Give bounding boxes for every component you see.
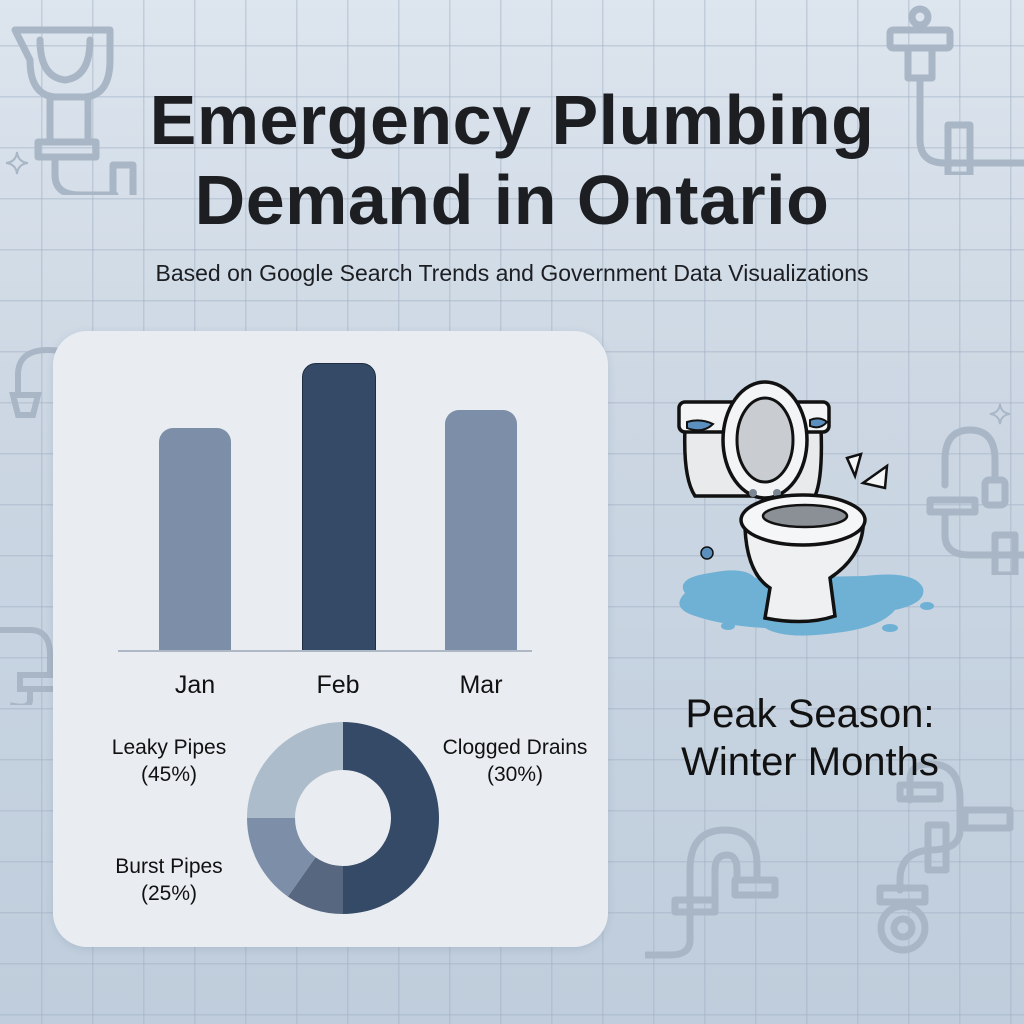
pipe-decoration-bottom-center-icon <box>645 800 785 970</box>
x-axis-baseline <box>118 650 532 652</box>
title-line-1: Emergency Plumbing <box>149 81 875 159</box>
x-label-mar: Mar <box>459 671 503 699</box>
donut-label-clogged-drains: Clogged Drains (30%) <box>442 736 588 786</box>
donut-chart <box>247 722 439 914</box>
pipe-decoration-right-mid-icon <box>925 425 1024 575</box>
pipe-decoration-top-left-icon <box>10 25 180 195</box>
donut-slice-clogged-drains <box>343 722 439 914</box>
page-title: Emergency Plumbing Demand in Ontario <box>0 80 1024 240</box>
x-label-feb: Feb <box>316 671 360 699</box>
subtitle: Based on Google Search Trends and Govern… <box>155 260 869 286</box>
donut-label-burst-pipes: Burst Pipes (25%) <box>115 855 223 905</box>
bar-feb <box>302 363 376 652</box>
title-line-2: Demand in Ontario <box>194 161 830 239</box>
donut-slice-leaky-pipes <box>247 722 343 818</box>
peak-season-caption: Peak Season: Winter Months <box>640 690 980 786</box>
bar-mar <box>445 410 517 650</box>
chart-card: Jan Feb Mar Leaky Pipes (45%) Clogged Dr… <box>53 331 608 947</box>
donut-slice-burst-pipes-a <box>287 857 343 914</box>
pipe-decoration-bottom-right-icon <box>870 760 1024 960</box>
pipe-decoration-left-bottom-icon <box>0 615 60 705</box>
caption-line-1: Peak Season: <box>685 692 935 736</box>
pipe-decoration-top-right-icon <box>880 5 1024 175</box>
donut-label-leaky-pipes: Leaky Pipes (45%) <box>111 736 227 786</box>
bar-chart <box>53 331 608 652</box>
donut-slice-burst-pipes-b <box>247 818 316 897</box>
bar-jan <box>159 428 231 650</box>
sparkle-icon-right <box>988 402 1012 426</box>
sparkle-icon <box>4 150 30 176</box>
x-label-jan: Jan <box>174 671 216 699</box>
caption-line-2: Winter Months <box>681 740 939 784</box>
leaking-toilet-icon <box>665 378 935 663</box>
